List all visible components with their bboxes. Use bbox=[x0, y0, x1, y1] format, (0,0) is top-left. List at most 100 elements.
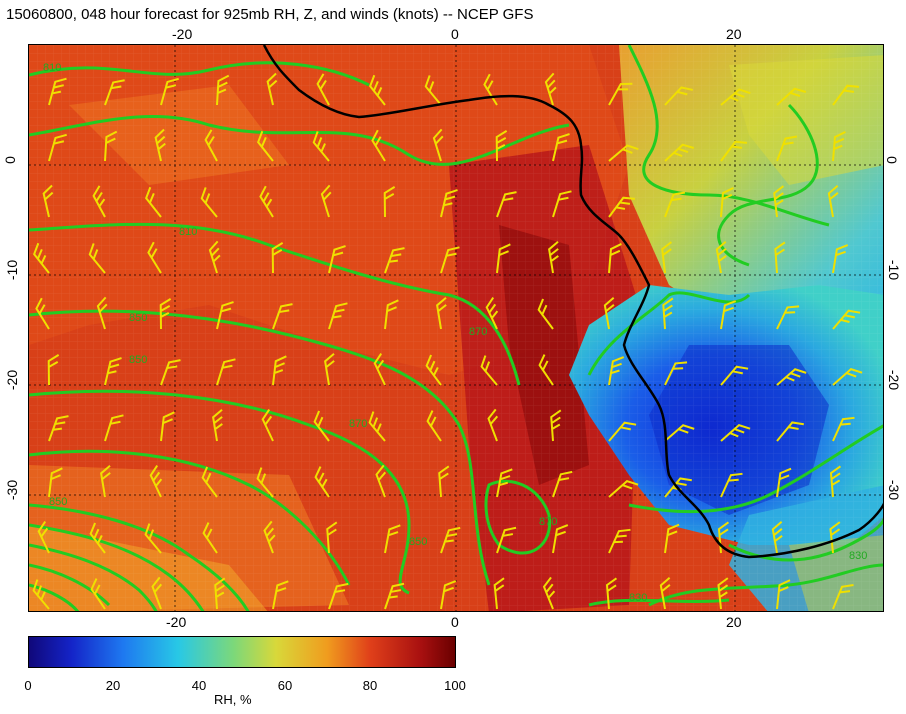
wind-barb bbox=[214, 577, 226, 610]
wind-barb bbox=[483, 73, 498, 106]
wind-barb bbox=[47, 354, 60, 386]
wind-barb bbox=[263, 520, 276, 554]
wind-barb bbox=[552, 524, 569, 554]
contour-label-6: 870 bbox=[349, 418, 367, 430]
wind-barbs bbox=[32, 72, 863, 610]
wind-barb bbox=[324, 353, 335, 386]
wind-barb bbox=[438, 465, 450, 498]
wind-barb bbox=[328, 302, 348, 330]
wind-barb bbox=[774, 241, 786, 274]
wind-barb bbox=[216, 301, 234, 330]
wind-barb bbox=[493, 577, 505, 610]
wind-barb bbox=[832, 84, 860, 106]
wind-barb bbox=[432, 128, 444, 162]
wind-barb bbox=[608, 243, 622, 274]
colorbar-tick-0: 0 bbox=[24, 678, 32, 693]
wind-barb bbox=[373, 353, 386, 386]
lon-tick-bottom-0: 0 bbox=[451, 614, 459, 630]
contour-label-10: 850 bbox=[49, 496, 67, 508]
wind-barb bbox=[720, 187, 734, 218]
wind-barb bbox=[495, 130, 508, 162]
wind-barb bbox=[440, 189, 458, 218]
lon-tick-bottom-e20: 20 bbox=[726, 614, 742, 630]
colorbar-tick-60: 60 bbox=[277, 678, 293, 693]
wind-barb bbox=[149, 465, 163, 498]
lat-tick-left-30: -30 bbox=[4, 479, 21, 501]
wind-barb bbox=[216, 358, 236, 386]
wind-barb bbox=[328, 582, 349, 610]
wind-barb bbox=[480, 355, 498, 386]
lat-tick-right-0: 0 bbox=[883, 156, 900, 164]
wind-barb bbox=[771, 520, 783, 554]
wind-barb bbox=[664, 361, 688, 386]
wind-barb bbox=[314, 466, 330, 498]
wind-barb bbox=[312, 131, 330, 162]
wind-barb bbox=[384, 582, 405, 610]
wind-barb bbox=[608, 356, 625, 386]
contour-label-5: 870 bbox=[469, 326, 487, 338]
wind-barb bbox=[664, 191, 686, 218]
colorbar-tick-100: 100 bbox=[444, 678, 466, 693]
wind-barb bbox=[832, 583, 854, 610]
wind-barb bbox=[720, 88, 751, 106]
wind-barb bbox=[832, 131, 846, 162]
wind-barb bbox=[496, 191, 517, 218]
lat-tick-right-10: -10 bbox=[886, 259, 903, 281]
lat-tick-right-30: -30 bbox=[886, 479, 903, 501]
wind-barb bbox=[829, 521, 841, 554]
lon-tick-top-0: 0 bbox=[451, 26, 459, 42]
map-panel[interactable]: 810 810 850 850 870 870 850 870 830 850 … bbox=[28, 44, 884, 612]
wind-barb bbox=[104, 79, 125, 106]
wind-barb bbox=[832, 368, 863, 386]
lat-tick-left-10: -10 bbox=[4, 259, 21, 281]
lon-tick-bottom-w20: -20 bbox=[166, 614, 187, 630]
wind-barb bbox=[32, 579, 50, 610]
wind-barb bbox=[104, 414, 124, 442]
wind-barb bbox=[776, 305, 800, 330]
colorbar-label: RH, % bbox=[214, 692, 252, 707]
wind-barb bbox=[487, 408, 499, 442]
wind-barb bbox=[384, 247, 405, 274]
wind-barb bbox=[496, 468, 513, 498]
wind-barb bbox=[664, 86, 694, 106]
lat-tick-left-0: 0 bbox=[1, 156, 18, 164]
wind-barb bbox=[48, 133, 67, 162]
wind-barb bbox=[496, 243, 511, 274]
wind-barb bbox=[159, 298, 172, 330]
wind-barb bbox=[776, 368, 807, 386]
contour-label-4: 850 bbox=[129, 354, 147, 366]
wind-barb bbox=[368, 411, 386, 442]
wind-barb bbox=[664, 143, 695, 162]
map-title: 15060800, 048 hour forecast for 925mb RH… bbox=[6, 6, 534, 23]
wind-barb bbox=[550, 409, 562, 442]
wind-barb bbox=[201, 466, 218, 498]
wind-barb bbox=[104, 357, 122, 386]
contour-label-2: 810 bbox=[179, 226, 197, 238]
lat-tick-left-20: -20 bbox=[4, 369, 21, 391]
wind-barb bbox=[160, 359, 181, 386]
wind-barb bbox=[316, 73, 330, 106]
contour-label-3: 850 bbox=[129, 312, 147, 324]
wind-barb bbox=[720, 424, 751, 442]
wind-barb bbox=[48, 77, 67, 106]
height-contours bbox=[29, 45, 883, 611]
wind-barb bbox=[48, 467, 63, 498]
wind-barb bbox=[537, 298, 554, 330]
wind-barb bbox=[552, 470, 573, 498]
wind-barb bbox=[720, 365, 749, 386]
wind-barb bbox=[37, 521, 50, 554]
wind-barb bbox=[383, 186, 396, 218]
wind-barb bbox=[384, 299, 399, 330]
wind-barb bbox=[605, 577, 618, 610]
wind-barb bbox=[544, 72, 557, 106]
wind-barb bbox=[326, 521, 338, 554]
wind-barb bbox=[151, 576, 163, 610]
wind-barb bbox=[776, 135, 798, 162]
wind-barb bbox=[371, 129, 386, 162]
wind-barb bbox=[200, 187, 218, 218]
wind-barb bbox=[147, 241, 162, 274]
coastline bbox=[262, 45, 883, 559]
wind-barb bbox=[42, 184, 54, 218]
lon-tick-top-w20: -20 bbox=[172, 26, 193, 42]
wind-barb bbox=[659, 576, 671, 610]
